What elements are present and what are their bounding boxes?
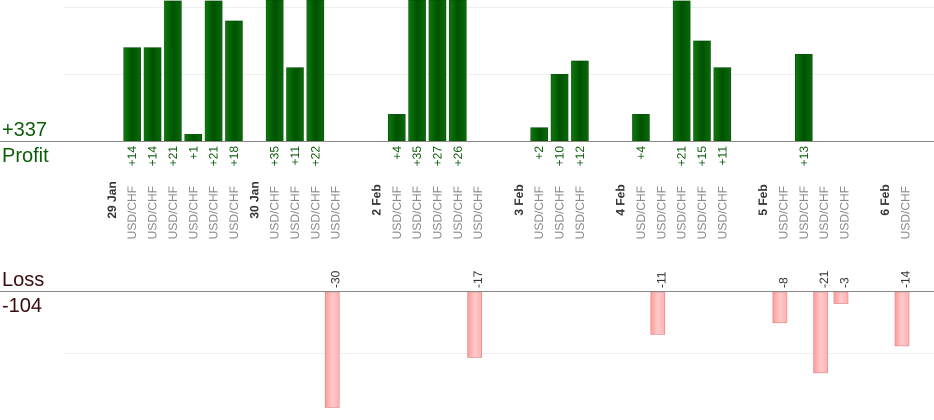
pair-label: USD/CHF [227,186,241,239]
pair-label: USD/CHF [837,186,851,239]
loss-value-label: -11 [654,271,668,288]
loss-value-label: -30 [329,270,343,288]
profit-bar [306,0,325,142]
loss-value-label: -17 [471,270,485,288]
profit-value-label: +35 [410,146,424,167]
profit-value-label: +12 [573,146,587,167]
profit-value-label: +4 [634,146,648,160]
pair-label: USD/CHF [817,186,831,239]
profit-value-label: +35 [268,146,282,167]
pair-label: USD/CHF [634,186,648,239]
profit-value-label: +1 [186,146,200,160]
profit-bar [693,40,711,142]
date-label: 2 Feb [369,184,383,215]
profit-bar [713,67,732,142]
profit-value-label: +14 [146,146,160,167]
profit-bar [428,0,447,142]
profit-bar [388,114,406,142]
profit-value-label: +10 [553,146,567,167]
profit-value-label: +22 [308,146,322,167]
profit-value-label: +11 [715,146,729,166]
profit-bar [449,0,467,142]
date-label: 6 Feb [878,184,892,215]
loss-bar [324,291,340,408]
pair-label: USD/CHF [166,186,180,239]
pair-label: USD/CHF [675,186,689,239]
pair-label: USD/CHF [695,186,709,239]
pair-label: USD/CHF [146,186,160,239]
pair-label: USD/CHF [532,186,546,239]
pair-label: USD/CHF [288,186,302,239]
profit-bar [286,67,304,142]
profit-value-label: +21 [207,146,221,167]
date-label: 29 Jan [105,181,119,218]
loss-bar [467,291,482,358]
pair-label: USD/CHF [329,186,343,239]
loss-value-label: -8 [776,277,790,288]
pair-label: USD/CHF [207,186,221,239]
profit-bar [672,0,691,142]
pair-label: USD/CHF [268,186,282,239]
loss-value-label: -21 [817,270,831,288]
loss-value-label: -3 [837,277,851,288]
pair-label: USD/CHF [776,186,790,239]
profit-bar [408,0,426,142]
profit-value-label: +15 [695,146,709,167]
loss-bar [833,291,849,304]
loss-value-label: -14 [899,270,913,288]
loss-bar [894,291,910,347]
date-label: 4 Feb [614,184,628,215]
profit-bar [795,54,813,142]
profit-bar [632,114,650,142]
pair-label: USD/CHF [654,186,668,239]
profit-label: Profit [2,145,49,167]
profit-value-label: +21 [675,146,689,167]
labels-layer: +14 USD/CHF +14 USD/CHF +21 USD/CHF +1 USD/CHF +… [105,146,913,288]
profit-value-label: +26 [451,146,465,167]
pair-label: USD/CHF [899,186,913,239]
profit-bar [550,74,569,142]
loss-bar [772,291,788,324]
pair-label: USD/CHF [451,186,465,239]
pair-label: USD/CHF [308,186,322,239]
pair-label: USD/CHF [471,186,485,239]
pair-label: USD/CHF [430,186,444,239]
pair-label: USD/CHF [715,186,729,239]
loss-label: Loss [2,269,45,291]
pair-label: USD/CHF [186,186,200,239]
pair-label: USD/CHF [125,186,139,239]
profit-value-label: +14 [125,146,139,167]
loss-bar [650,291,666,335]
profit-bar [571,60,589,142]
profit-bar [530,127,548,142]
profit-value-label: +2 [532,146,546,160]
profit-bar [225,20,243,142]
profit-value-label: +11 [288,146,302,166]
profit-bar [164,0,182,142]
pair-label: USD/CHF [573,186,587,239]
profit-value-label: +4 [390,146,404,160]
profit-bar [143,47,162,142]
profit-bar [204,0,223,142]
profit-value-label: +18 [227,146,241,167]
pair-label: USD/CHF [410,186,424,239]
date-label: 30 Jan [247,181,261,218]
profit-value-label: +21 [166,146,180,167]
date-label: 3 Feb [512,184,526,215]
profit-bar [265,0,284,142]
profit-total: +337 [2,119,48,141]
profit-value-label: +27 [430,146,444,167]
profit-bar [123,47,141,142]
pair-label: USD/CHF [797,186,811,239]
loss-total: -104 [2,295,43,317]
profit-value-label: +13 [797,146,811,167]
bars-layer [123,0,910,408]
pair-label: USD/CHF [390,186,404,239]
pair-label: USD/CHF [553,186,567,239]
loss-bar [813,291,828,374]
profit-bar [184,134,202,142]
date-label: 5 Feb [756,184,770,215]
